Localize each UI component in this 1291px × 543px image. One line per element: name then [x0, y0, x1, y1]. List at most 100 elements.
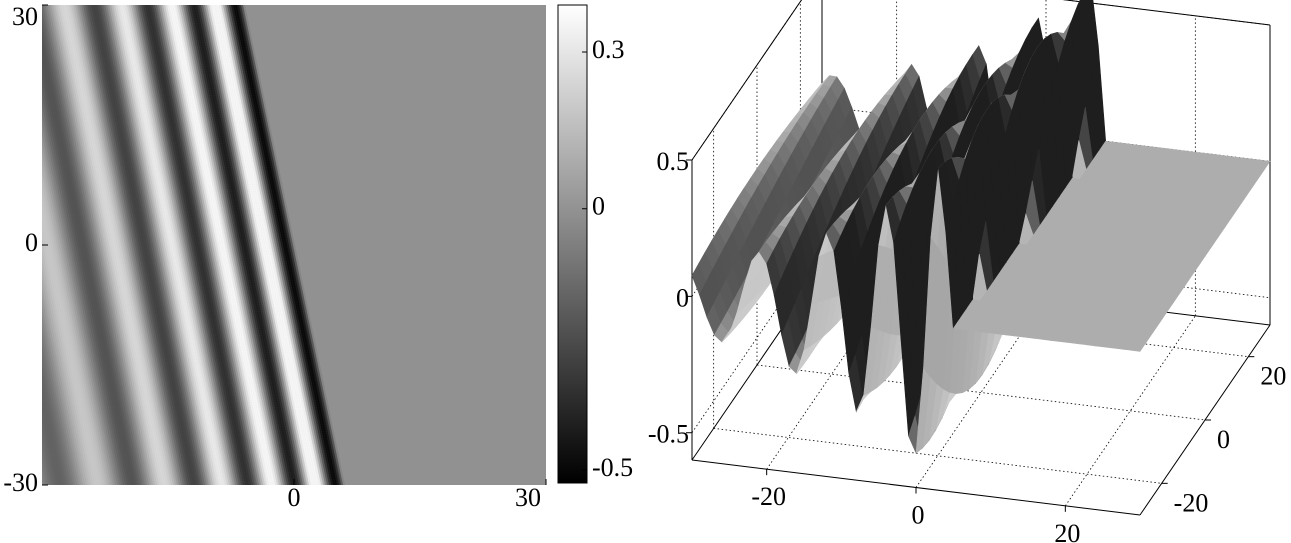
field-strip: [42, 192, 103, 485]
box-edge: [691, 0, 803, 161]
field-strip: [166, 5, 269, 485]
field-strip: [42, 355, 69, 485]
grid-line: [713, 427, 1162, 484]
z-tick-label: 0: [676, 283, 689, 312]
field-strip: [110, 5, 213, 485]
field-strip: [42, 105, 121, 485]
grid-line: [800, 301, 1249, 358]
field-strip: [240, 5, 343, 485]
field-strip: [132, 5, 235, 485]
colorbar: [557, 4, 588, 484]
field-strip: [242, 5, 345, 485]
field-strip: [74, 5, 177, 485]
field-strip: [78, 5, 181, 485]
field-strip: [42, 29, 137, 485]
field-strip: [44, 5, 147, 485]
field-strip: [42, 307, 79, 485]
field-strip: [46, 5, 149, 485]
field-strip: [104, 5, 207, 485]
x-tick-label: 20: [1054, 519, 1080, 543]
y-tick-label: 0: [25, 228, 38, 257]
field-strip: [42, 182, 105, 485]
field-strip: [146, 5, 249, 485]
field-strip: [226, 5, 329, 485]
x-tick-label: -20: [751, 482, 786, 511]
field-strip: [170, 5, 273, 485]
field-strip: [42, 86, 125, 485]
field-strip: [176, 5, 279, 485]
field-strip: [42, 297, 81, 485]
field-strip: [178, 5, 281, 485]
field-strip: [84, 5, 187, 485]
field-strip: [42, 201, 101, 485]
field-strip: [208, 5, 311, 485]
grid-line: [756, 364, 1206, 421]
y-tick-label: 20: [1260, 362, 1286, 391]
field-strip: [130, 5, 233, 485]
field-strip: [60, 5, 163, 485]
field-strip: [52, 5, 155, 485]
field-strip: [42, 441, 51, 485]
field-strip: [42, 96, 123, 485]
field-strip: [42, 413, 57, 485]
field-strip: [188, 5, 291, 485]
field-strip: [154, 5, 257, 485]
field-strip: [68, 5, 171, 485]
field-strip: [122, 5, 225, 485]
field-strip: [72, 5, 175, 485]
field-strip: [42, 221, 97, 485]
field-strip: [88, 5, 191, 485]
field-strip: [42, 211, 99, 485]
field-strip: [0, 5, 27, 485]
grid-line: [1063, 0, 1271, 26]
field-strip: [190, 5, 293, 485]
field-strip: [158, 5, 261, 485]
field-strip: [108, 5, 211, 485]
x-tick-label: 30: [515, 483, 541, 512]
field-strip: [164, 5, 267, 485]
field-strip: [42, 77, 127, 485]
field-strip: [42, 153, 111, 485]
field-strip: [126, 5, 229, 485]
field-strip: [144, 5, 247, 485]
field-strip: [42, 317, 77, 485]
field-strip: [114, 5, 217, 485]
field-strip: [112, 5, 215, 485]
field-strip: [42, 403, 59, 485]
field-strip: [234, 5, 337, 485]
field-strip: [138, 5, 241, 485]
surface-patch: [1131, 340, 1148, 352]
field-strip: [238, 5, 341, 485]
field-strip: [42, 67, 129, 485]
field-strip: [174, 5, 277, 485]
field-strip: [42, 163, 109, 485]
field-strip: [42, 5, 145, 485]
field-strip: [128, 5, 231, 485]
field-strip: [42, 326, 75, 485]
field-strip: [42, 173, 107, 485]
field-strip: [202, 5, 305, 485]
y-tick-label: 30: [12, 2, 38, 31]
field-strip: [66, 5, 169, 485]
field-strip: [212, 5, 315, 485]
field-strip: [42, 451, 49, 485]
field-strip: [98, 5, 201, 485]
field-strip: [42, 249, 91, 485]
field-strip: [162, 5, 265, 485]
heatmap-field: [0, 5, 546, 485]
field-strip: [192, 5, 295, 485]
field-strip: [106, 5, 209, 485]
field-strip: [116, 5, 219, 485]
field-strip: [210, 5, 313, 485]
field-strip: [42, 365, 67, 485]
field-strip: [160, 5, 263, 485]
grid-line: [821, 242, 1271, 299]
field-strip: [42, 336, 73, 485]
field-strip: [42, 288, 83, 485]
colorbar-tick-label: -0.5: [592, 453, 633, 482]
field-strip: [102, 5, 205, 485]
field-strip: [42, 384, 63, 485]
field-strip: [96, 5, 199, 485]
field-strip: [42, 432, 53, 485]
field-strip: [216, 5, 319, 485]
